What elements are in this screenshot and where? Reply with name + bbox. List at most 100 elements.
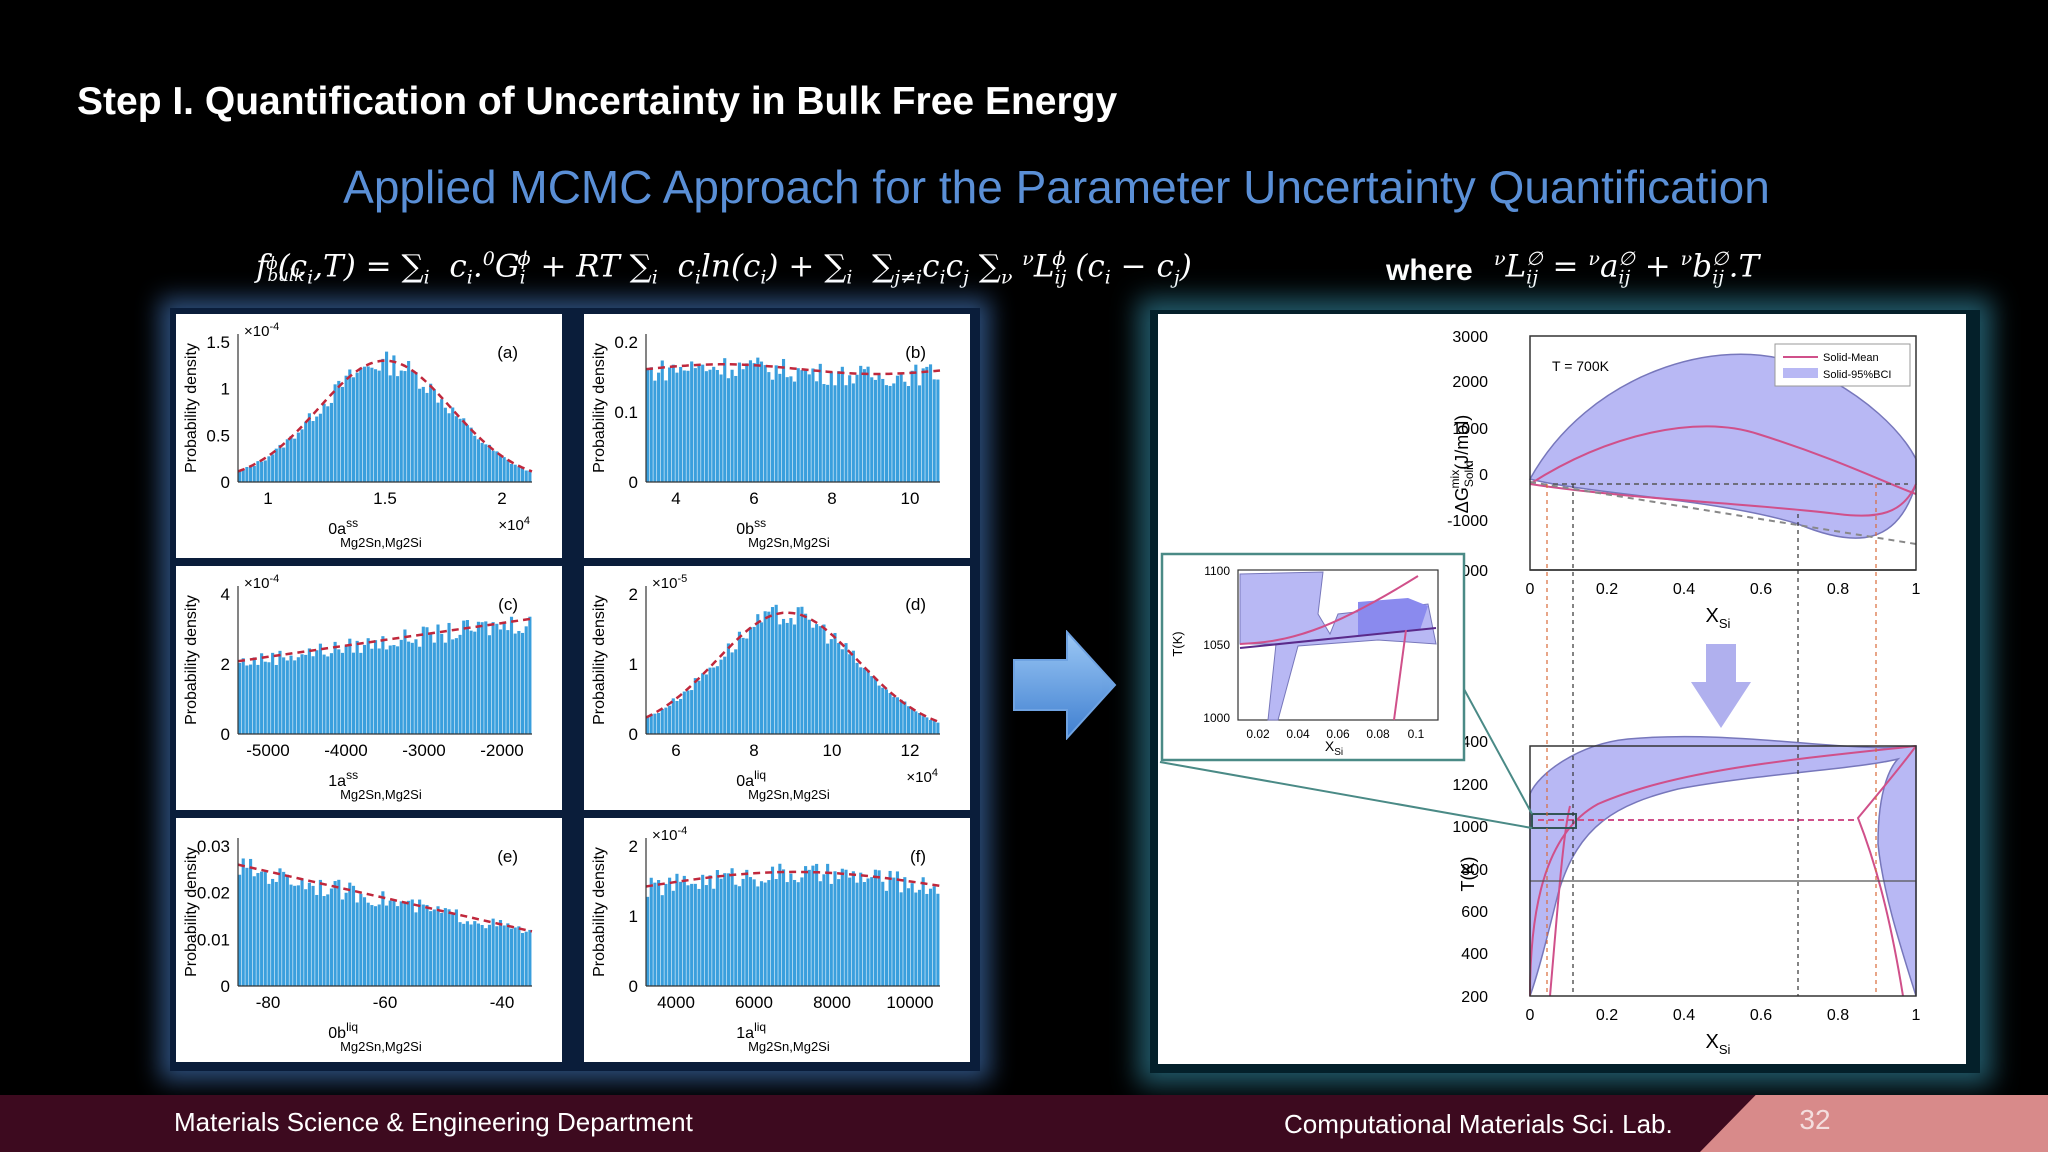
histogram-panel-4: (d) 0 1 2 6 8 10 12 ×10-5 ×104 Probability density… [584,566,970,810]
parameter-label: 0aliq Mg2Sn,Mg2Si [736,768,830,802]
histogram-bar [318,643,322,734]
histogram-bar [263,661,267,734]
histogram-bar [517,926,521,986]
histogram-bar [741,369,745,482]
histogram-bar [252,465,256,482]
histogram-bar [793,879,797,986]
histogram-bar [241,858,245,986]
histogram-bar [355,902,359,986]
histogram-bar [487,444,492,482]
histogram-bar [418,388,422,482]
histogram-bar [491,918,495,986]
histogram-bar [697,680,701,734]
histogram-bar [421,904,425,986]
histogram-bar [498,919,503,986]
histogram-bar [752,879,756,986]
histogram-bar [837,642,841,734]
histogram-bar [458,418,462,482]
histogram-bar [679,366,683,482]
histogram-panel-1: (a) 0 0.5 1 1.5 1 1.5 2 ×10-4 ×104 Probability den… [176,314,562,558]
histogram-bar [697,888,701,986]
histogram-bar [311,885,315,986]
histogram-bar [333,881,337,986]
xtick-label: -5000 [246,741,289,760]
histogram-bar [745,638,749,734]
histogram-bar [293,660,297,734]
histogram-bar [671,698,675,734]
histogram-bar [285,874,289,986]
histogram-bar [873,869,877,986]
histogram-bar [759,881,764,986]
histogram-bar [256,664,260,734]
histogram-bar [447,909,451,986]
histogram-bar [238,662,242,734]
ytick-label: 0 [221,473,230,492]
phase-ylabel: T(K) [1458,857,1478,892]
panel-label: (b) [905,343,926,362]
xtick-label: -60 [373,993,398,1012]
histogram-bar [778,863,782,986]
histogram-bar [396,646,400,734]
histogram-bar [260,461,264,482]
histogram-bar [278,444,282,482]
histogram-bar [726,873,730,986]
histogram-bar [370,905,374,986]
histogram-bar [524,470,528,482]
ytick-label: 0.1 [614,403,638,422]
ytick-label: 0 [629,473,638,492]
histogram-bar [495,623,499,734]
xtick-label: 8 [827,489,836,508]
xtick-label: 1.5 [373,489,397,508]
histogram-bar [646,896,650,986]
histogram-bar [329,402,333,482]
histogram-bar [763,882,767,986]
histogram-bar [682,691,686,734]
xtick-label: 6 [749,489,758,508]
histogram-bar [877,870,881,986]
histogram-bar [362,897,367,986]
histogram-bar [337,380,341,482]
histogram-bar [502,925,506,986]
histogram-bar [818,626,822,734]
histogram-bar [660,895,664,986]
histogram-bar [796,368,800,482]
histogram-bar [781,618,786,734]
histogram-bar [443,642,447,734]
histogram-bar [840,366,844,482]
histogram-bar [936,379,940,482]
histogram-bar [928,720,933,734]
footer-department: Materials Science & Engineering Departme… [174,1107,693,1137]
histogram-bar [899,892,903,986]
inset-plot: 1100 1050 1000 0.02 0.04 0.06 0.08 0.1 X… [1160,552,1466,762]
histogram-bar [708,875,712,986]
histogram-bar [646,369,650,482]
histogram-bar [344,375,348,482]
step-title: Step I. Quantification of Uncertainty in… [77,80,1118,123]
histogram-bar [256,873,260,986]
phase-ytick-400: 400 [1461,946,1488,963]
xtick-label: 4000 [657,993,695,1012]
histogram-bar [454,909,458,986]
y-exponent: ×10-5 [652,573,687,592]
zoom-box [1531,813,1577,829]
histogram-bar [756,614,760,734]
histogram-bar [759,622,764,734]
histogram-bar [649,367,653,482]
histogram-bar [388,900,392,986]
histogram-bar [653,713,657,734]
histogram-bar [506,630,510,734]
phase-ytick-1200: 1200 [1452,777,1488,794]
histogram-bar [340,899,345,986]
parameter-label: 1aliq Mg2Sn,Mg2Si [736,1020,830,1054]
histogram-bar [392,645,396,734]
histogram-bar [362,644,367,734]
histogram-bar [807,619,811,734]
histogram-bar [469,630,473,734]
histogram-bar [881,378,885,482]
histogram-bar [914,711,918,734]
histogram-bar [432,642,436,734]
histogram-bar [377,370,381,482]
histogram-bar [373,640,378,734]
histogram-bar [506,923,510,986]
histogram-bar [657,372,661,482]
